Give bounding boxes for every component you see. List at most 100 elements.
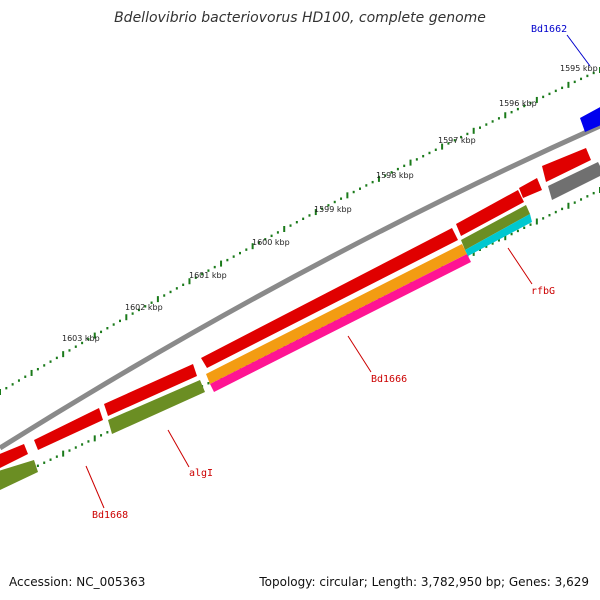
- outer-tick: [580, 77, 583, 81]
- outer-tick: [270, 234, 273, 238]
- outer-tick: [365, 184, 368, 187]
- outer-tick: [390, 171, 393, 174]
- inner-tick: [592, 191, 595, 195]
- inner-tick: [74, 446, 77, 449]
- outer-tick: [81, 341, 84, 345]
- inner-tick: [491, 242, 494, 245]
- inner-tick: [548, 214, 551, 217]
- outer-tick: [36, 367, 39, 371]
- outer-tick: [226, 258, 229, 262]
- kbp-label: 1601 kbp: [189, 271, 227, 280]
- inner-tick: [87, 440, 90, 443]
- outer-tick: [308, 214, 311, 217]
- outer-tick: [371, 180, 374, 184]
- inner-tick: [62, 450, 65, 457]
- inner-tick: [567, 202, 570, 209]
- outer-tick: [460, 135, 463, 139]
- gene-red-2[interactable]: [34, 408, 103, 450]
- gene-olive-2[interactable]: [108, 380, 205, 434]
- outer-tick: [169, 290, 172, 294]
- outer-tick: [144, 305, 147, 308]
- outer-tick: [163, 294, 166, 297]
- gene-olive-1[interactable]: [0, 460, 38, 490]
- outer-tick: [182, 283, 185, 286]
- gene-label-bd1666: Bd1666: [371, 374, 407, 385]
- kbp-label: 1602 kbp: [125, 303, 163, 312]
- inner-tick: [529, 223, 532, 226]
- gene-red-4[interactable]: [201, 228, 458, 368]
- inner-tick: [55, 455, 58, 458]
- outer-tick: [396, 167, 399, 171]
- inner-tick: [516, 229, 519, 233]
- outer-tick: [497, 117, 500, 120]
- inner-tick: [68, 449, 71, 452]
- outer-tick: [131, 312, 134, 315]
- kbp-labels: 1595 kbp 1596 kbp 1597 kbp 1598 kbp 1599 kbp…: [62, 64, 598, 343]
- outer-tick: [346, 192, 349, 199]
- gene-red-5[interactable]: [456, 190, 524, 236]
- inner-tick: [81, 443, 84, 446]
- inner-tick: [479, 248, 481, 251]
- outer-tick: [30, 369, 33, 376]
- outer-tick: [447, 142, 450, 145]
- outer-tick: [523, 104, 526, 108]
- outer-tick: [384, 174, 387, 177]
- gene-features[interactable]: [0, 106, 600, 490]
- kbp-label: 1599 kbp: [314, 205, 352, 214]
- outer-tick: [55, 356, 58, 360]
- gene-red-3[interactable]: [104, 364, 197, 416]
- outer-tick: [561, 86, 564, 90]
- inner-tick: [535, 218, 538, 225]
- outer-tick: [535, 96, 538, 103]
- outer-tick: [529, 101, 532, 105]
- outer-tick: [295, 220, 298, 224]
- outer-tick: [340, 197, 343, 200]
- inner-tick: [542, 217, 545, 220]
- outer-tick: [188, 278, 191, 285]
- outer-tick: [239, 251, 241, 255]
- inner-tick: [510, 232, 513, 236]
- outer-tick: [504, 112, 507, 119]
- outer-tick: [119, 319, 121, 323]
- inner-tick: [106, 431, 109, 434]
- outer-tick: [573, 80, 576, 84]
- outer-tick: [49, 360, 52, 363]
- outer-tick: [68, 349, 71, 352]
- outer-tick: [194, 276, 197, 279]
- gene-cyan[interactable]: [465, 214, 532, 256]
- outer-tick: [220, 260, 223, 267]
- gene-label-bd1662: Bd1662: [531, 24, 567, 35]
- gene-label-algi: algI: [189, 468, 213, 479]
- gene-red-1[interactable]: [0, 444, 28, 468]
- gene-orange[interactable]: [206, 244, 467, 384]
- gene-red-7[interactable]: [542, 148, 591, 182]
- map-title: Bdellovibrio bacteriovorus HD100, comple…: [114, 10, 486, 26]
- topology-text: Topology: circular; Length: 3,782,950 bp…: [259, 575, 589, 589]
- outer-tick: [359, 187, 361, 190]
- inner-tick: [580, 198, 583, 201]
- gene-pink[interactable]: [210, 254, 471, 392]
- outer-tick: [548, 92, 551, 96]
- kbp-label: 1597 kbp: [438, 136, 476, 145]
- inner-tick: [49, 458, 52, 461]
- outer-tick: [106, 327, 109, 330]
- outer-tick: [542, 95, 545, 99]
- gene-blue[interactable]: [580, 106, 600, 132]
- outer-tick: [232, 255, 235, 258]
- inner-tick: [497, 239, 500, 242]
- gene-gray[interactable]: [548, 162, 600, 200]
- outer-tick: [377, 175, 380, 182]
- outer-tick: [592, 71, 595, 75]
- outer-tick: [125, 314, 128, 321]
- gene-red-6[interactable]: [519, 178, 542, 198]
- inner-tick: [43, 461, 46, 464]
- outer-tick: [333, 200, 336, 204]
- outer-tick: [422, 154, 425, 158]
- outer-tick: [567, 81, 570, 88]
- outer-tick: [516, 107, 519, 111]
- outer-tick: [403, 164, 406, 168]
- outer-tick: [314, 209, 317, 216]
- gene-olive-3[interactable]: [461, 205, 530, 250]
- outer-tick: [554, 89, 557, 93]
- outer-tick: [137, 308, 140, 312]
